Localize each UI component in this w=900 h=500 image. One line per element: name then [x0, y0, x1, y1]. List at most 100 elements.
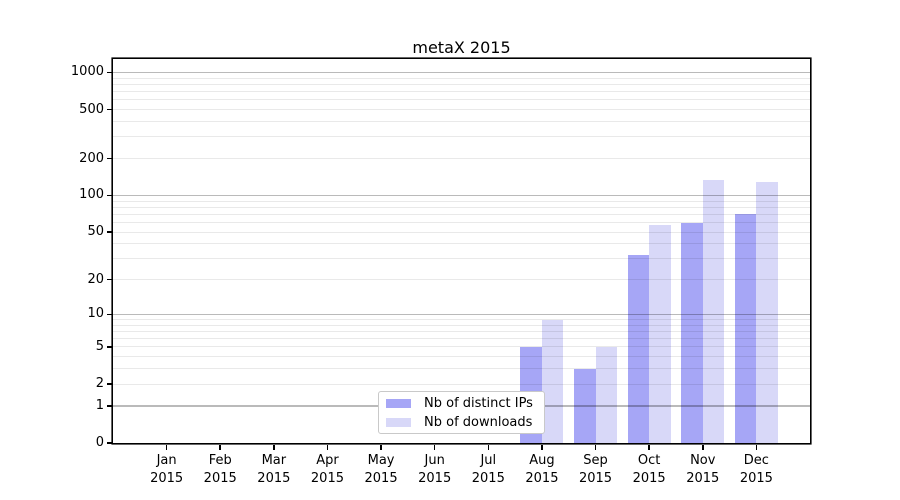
y-axis-tick: [106, 157, 112, 160]
x-axis-tick: [541, 444, 543, 450]
y-tick-label: 200: [79, 150, 104, 166]
x-tick-label: Jun 2015: [403, 452, 467, 487]
minor-gridline: [113, 356, 810, 358]
month-label: Sep: [583, 453, 608, 468]
y-tick-label: 20: [87, 271, 104, 287]
month-label: Jun: [424, 453, 445, 468]
minor-gridline: [113, 136, 810, 138]
x-axis-tick: [165, 444, 168, 450]
year-label: 2015: [739, 470, 773, 486]
plot-area: Nb of distinct IPs Nb of downloads: [113, 59, 810, 443]
minor-gridline: [113, 206, 810, 208]
major-gridline: [113, 194, 810, 197]
year-label: 2015: [686, 470, 720, 486]
chart-title: metaX 2015: [412, 38, 511, 57]
x-tick-label: Oct 2015: [617, 452, 681, 487]
minor-gridline: [113, 121, 810, 122]
month-label: Apr: [316, 453, 339, 468]
x-axis-tick: [380, 444, 382, 450]
x-axis-tick: [326, 444, 329, 450]
x-tick-label: Jul 2015: [456, 452, 520, 487]
minor-gridline: [113, 318, 810, 320]
year-label: 2015: [150, 470, 184, 486]
y-axis-tick: [106, 71, 112, 74]
x-axis-tick: [755, 444, 758, 450]
y-axis-tick: [106, 313, 112, 316]
x-axis-tick: [273, 444, 275, 450]
bar-downloads-aug: [541, 319, 564, 443]
y-axis-tick: [106, 442, 112, 444]
y-tick-label: 0: [95, 435, 104, 450]
year-label: 2015: [310, 470, 344, 486]
minor-gridline: [113, 231, 810, 233]
y-axis-tick: [106, 405, 112, 407]
bar-ips-nov: [681, 222, 703, 443]
minor-gridline: [113, 222, 810, 223]
minor-gridline: [113, 243, 810, 245]
x-tick-label: Dec 2015: [724, 452, 788, 487]
x-tick-label: Sep 2015: [564, 452, 628, 487]
year-label: 2015: [203, 470, 237, 486]
year-label: 2015: [632, 470, 666, 486]
minor-gridline: [113, 158, 810, 160]
minor-gridline: [113, 330, 810, 332]
month-label: Nov: [690, 453, 716, 468]
minor-gridline: [113, 109, 810, 111]
y-axis-tick: [106, 383, 112, 385]
y-tick-label: 1000: [70, 64, 104, 80]
y-axis-tick: [106, 108, 112, 111]
x-tick-label: Mar 2015: [242, 452, 306, 487]
x-axis-tick: [433, 444, 436, 450]
major-gridline: [113, 71, 810, 74]
bar-ips-sep: [574, 368, 596, 443]
minor-gridline: [113, 77, 810, 79]
year-label: 2015: [471, 470, 505, 486]
bar-downloads-oct: [649, 225, 671, 443]
x-axis-tick: [702, 444, 704, 450]
minor-gridline: [113, 338, 810, 340]
month-label: Dec: [743, 453, 769, 468]
y-tick-label: 50: [87, 224, 104, 240]
minor-gridline: [113, 83, 810, 85]
minor-gridline: [113, 324, 810, 326]
bar-downloads-dec: [756, 182, 778, 443]
bar-ips-oct: [627, 255, 650, 443]
month-label: Oct: [637, 453, 661, 468]
legend-label: Nb of downloads: [424, 414, 533, 430]
minor-gridline: [113, 213, 810, 215]
legend-swatch: [386, 398, 411, 408]
y-tick-label: 500: [79, 101, 104, 117]
minor-gridline: [113, 91, 810, 93]
x-axis-tick: [594, 444, 597, 450]
year-label: 2015: [257, 470, 291, 486]
bar-ips-dec: [734, 213, 757, 443]
x-tick-label: Apr 2015: [295, 452, 359, 487]
y-axis-tick: [106, 194, 112, 197]
y-tick-label: 1: [95, 397, 104, 413]
legend-label: Nb of distinct IPs: [424, 395, 533, 411]
month-label: Aug: [529, 453, 555, 468]
x-axis-tick: [487, 444, 490, 450]
month-label: Feb: [208, 453, 232, 468]
minor-gridline: [113, 383, 810, 385]
x-tick-label: Nov 2015: [671, 452, 735, 487]
legend: Nb of distinct IPs Nb of downloads: [378, 391, 545, 434]
x-tick-label: Feb 2015: [188, 452, 252, 487]
y-axis-tick: [106, 231, 112, 233]
legend-item: Nb of downloads: [386, 415, 544, 430]
x-axis-tick: [219, 444, 221, 450]
minor-gridline: [113, 258, 810, 260]
y-tick-label: 100: [79, 187, 104, 203]
minor-gridline: [113, 346, 810, 348]
month-label: May: [367, 453, 395, 468]
bar-downloads-nov: [702, 179, 725, 443]
x-tick-label: May 2015: [349, 452, 413, 487]
minor-gridline: [113, 200, 810, 202]
y-tick-label: 2: [95, 376, 104, 392]
x-tick-label: Aug 2015: [510, 452, 574, 487]
y-axis-tick: [106, 346, 112, 348]
minor-gridline: [113, 279, 810, 281]
month-label: Mar: [261, 453, 287, 468]
x-axis-tick: [648, 444, 650, 450]
